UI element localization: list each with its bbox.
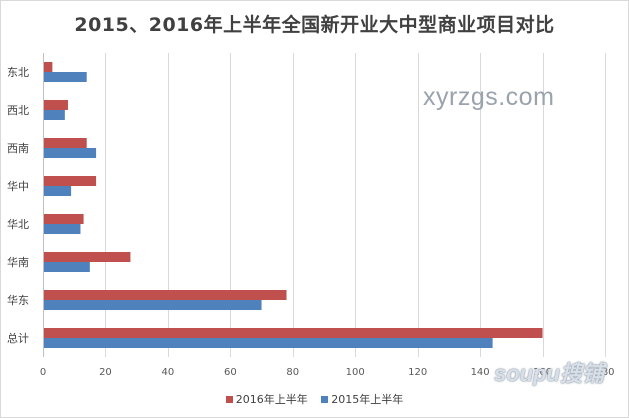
legend-item-2016: 2016年上半年 — [225, 391, 308, 407]
category-label: 西北 — [7, 104, 29, 117]
bar-2015 — [43, 110, 65, 120]
legend-swatch-2015 — [321, 395, 329, 403]
category-label: 华中 — [7, 179, 29, 193]
soupu-logo: soupu搜铺 — [494, 361, 604, 386]
x-tick-label: 40 — [162, 367, 175, 378]
category-label: 华北 — [7, 217, 29, 231]
bar-2015 — [43, 72, 87, 82]
bar-2016 — [43, 100, 68, 110]
x-tick-label: 60 — [224, 367, 237, 378]
category-label: 总计 — [7, 331, 29, 345]
category-label: 华南 — [7, 255, 29, 269]
bar-2015 — [43, 224, 81, 234]
bar-2016 — [43, 138, 87, 148]
bar-2016 — [43, 176, 97, 186]
bar-2015 — [43, 186, 72, 196]
bar-2015 — [43, 300, 262, 310]
bar-2016 — [43, 252, 131, 262]
x-tick-label: 160 — [533, 367, 552, 378]
bar-2016 — [43, 62, 53, 72]
x-tick-label: 20 — [99, 367, 112, 378]
bar-2016 — [43, 328, 543, 338]
bar-2015 — [43, 262, 90, 272]
category-label: 华东 — [7, 293, 29, 307]
bar-2016 — [43, 290, 287, 300]
x-tick-label: 80 — [286, 367, 299, 378]
category-label: 东北 — [7, 66, 29, 79]
legend-label-2015: 2015年上半年 — [331, 393, 404, 406]
category-label: 西南 — [7, 142, 29, 155]
legend-swatch-2016 — [225, 395, 233, 403]
bar-2015 — [43, 148, 97, 158]
chart-legend: 2016年上半年 2015年上半年 — [0, 391, 629, 407]
x-tick-label: 180 — [595, 367, 614, 378]
x-tick-label: 100 — [346, 367, 365, 378]
bar-2016 — [43, 214, 84, 224]
bar-2015 — [43, 338, 493, 348]
site-watermark: xyrzgs.com — [423, 83, 555, 111]
legend-item-2015: 2015年上半年 — [321, 391, 403, 407]
x-tick-label: 0 — [40, 367, 46, 378]
x-tick-label: 120 — [408, 367, 427, 378]
legend-label-2016: 2016年上半年 — [235, 393, 308, 406]
chart-title: 2015、2016年上半年全国新开业大中型商业项目对比 — [74, 14, 555, 36]
x-tick-label: 140 — [471, 367, 490, 378]
